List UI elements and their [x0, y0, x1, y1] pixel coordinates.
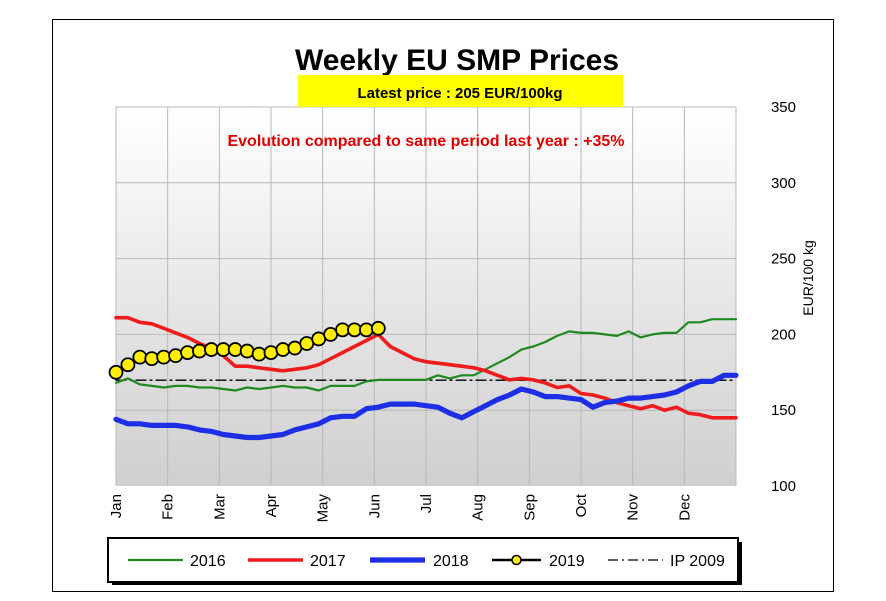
- legend: 2016 2017 2018 2019 IP 2009: [107, 537, 742, 585]
- y-tick-350: 350: [771, 99, 796, 116]
- y-tick-200: 200: [771, 326, 796, 343]
- data-point-2019: [156, 349, 172, 365]
- data-point-2019: [251, 346, 267, 362]
- data-point-2019: [120, 357, 136, 373]
- x-tick-nov: Nov: [625, 494, 642, 521]
- grid-lines: [115, 106, 737, 486]
- y-tick-250: 250: [771, 251, 796, 268]
- legend-label-2018: 2018: [433, 553, 469, 570]
- chart-frame: 100 150 200 250 300 350 Jan Feb Mar Apr May Jun Jul…: [52, 19, 834, 592]
- data-point-2019: [239, 343, 255, 359]
- y-tick-100: 100: [771, 478, 796, 495]
- data-point-2019: [108, 364, 124, 380]
- latest-price-label: Latest price : 205 EUR/100kg: [357, 85, 562, 102]
- x-tick-dec: Dec: [676, 494, 693, 521]
- series-line-2018: [113, 372, 739, 441]
- data-point-2019: [144, 351, 160, 367]
- legend-label-2019: 2019: [549, 553, 585, 570]
- chart-title: Weekly EU SMP Prices: [295, 44, 619, 77]
- legend-label-ip-2009: IP 2009: [670, 553, 725, 570]
- data-point-2019: [227, 342, 243, 357]
- x-tick-oct: Oct: [573, 493, 590, 517]
- data-point-2019: [370, 320, 386, 336]
- y-axis-label: EUR/100 kg: [800, 240, 816, 315]
- x-tick-mar: Mar: [211, 494, 228, 520]
- x-tick-feb: Feb: [160, 494, 177, 520]
- data-point-2019: [263, 345, 279, 360]
- data-point-2019: [275, 342, 291, 357]
- legend-label-2017: 2017: [310, 553, 346, 570]
- chart-svg: 100 150 200 250 300 350 Jan Feb Mar Apr May Jun Jul…: [107, 44, 816, 585]
- series-layer: [108, 315, 739, 441]
- data-point-2019: [192, 343, 207, 359]
- latest-price-highlight: [298, 75, 623, 107]
- data-point-2019: [180, 345, 195, 360]
- y-axis: 100 150 200 250 300 350: [771, 99, 796, 495]
- x-tick-jun: Jun: [366, 494, 383, 518]
- x-tick-jan: Jan: [108, 494, 125, 518]
- data-point-2019: [132, 349, 148, 365]
- x-tick-sep: Sep: [521, 494, 538, 521]
- legend-label-2016: 2016: [190, 553, 226, 570]
- legend-marker-2019: [511, 554, 522, 566]
- x-axis: Jan Feb Mar Apr May Jun Jul Aug Sep Oct Nov Dec: [108, 493, 693, 522]
- y-tick-150: 150: [771, 402, 796, 419]
- evolution-annotation: Evolution compared to same period last y…: [227, 133, 624, 150]
- x-tick-aug: Aug: [470, 494, 487, 521]
- data-point-2019: [358, 322, 374, 338]
- legend-shadow-bottom: [112, 582, 742, 585]
- x-tick-apr: Apr: [263, 494, 280, 517]
- y-tick-300: 300: [771, 175, 796, 192]
- x-tick-may: May: [315, 494, 332, 523]
- data-point-2019: [168, 348, 184, 364]
- legend-shadow: [738, 542, 742, 585]
- x-tick-jul: Jul: [418, 494, 435, 513]
- series-line-2016: [114, 318, 738, 392]
